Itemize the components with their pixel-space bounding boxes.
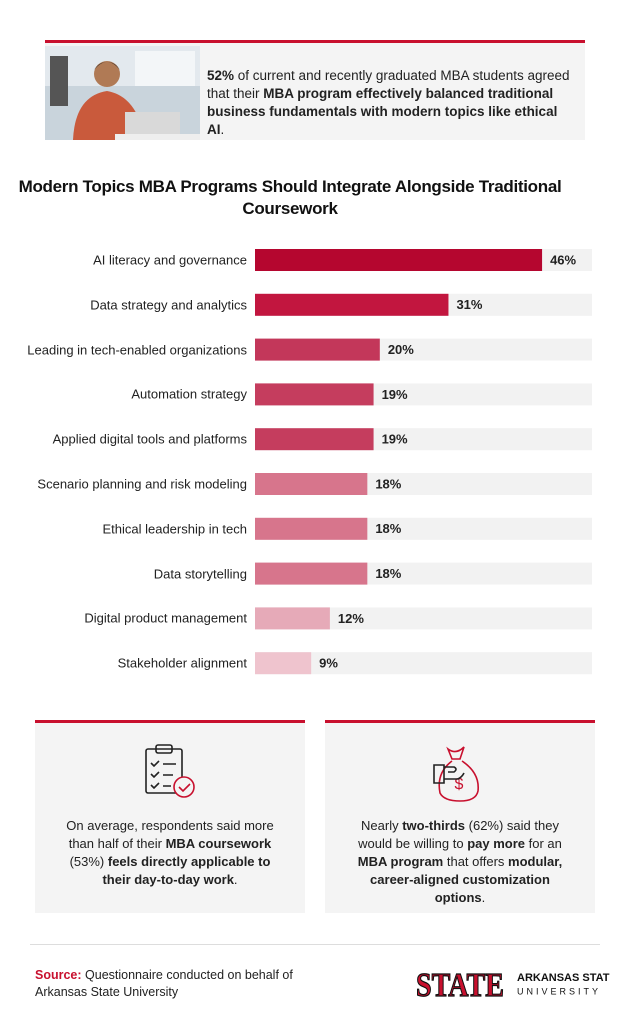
source-label: Source: bbox=[35, 968, 82, 982]
text-run: MBA program effectively balanced traditi… bbox=[207, 86, 558, 137]
card-text: Nearly two-thirds (62%) said they would … bbox=[347, 817, 573, 907]
value-label: 18% bbox=[375, 566, 401, 581]
text-run: . bbox=[481, 890, 486, 905]
text-run: modular, career-aligned customization op… bbox=[370, 854, 563, 905]
text-run: (62%) said they would be willing to bbox=[358, 818, 559, 851]
divider bbox=[30, 944, 600, 945]
text-run: . bbox=[233, 872, 238, 887]
bar bbox=[255, 473, 368, 495]
source-text: Questionnaire conducted on behalf of Ark… bbox=[35, 968, 293, 999]
bar bbox=[255, 383, 374, 406]
text-run: Nearly bbox=[361, 818, 403, 833]
text-run: two-thirds bbox=[402, 818, 466, 833]
text-run: MBA coursework bbox=[165, 836, 272, 851]
value-label: 18% bbox=[375, 521, 401, 536]
category-label: Digital product management bbox=[84, 610, 247, 626]
svg-text:$: $ bbox=[455, 776, 464, 793]
category-label: Leading in tech-enabled organizations bbox=[27, 342, 247, 358]
stat-card: $ Nearly two-thirds (62%) said they woul… bbox=[325, 720, 595, 913]
value-label: 19% bbox=[382, 387, 408, 402]
bar bbox=[255, 517, 368, 540]
value-label: 31% bbox=[456, 297, 482, 312]
logo-name: ARKANSAS STATE bbox=[517, 972, 610, 984]
text-run: On average, respondents said more than h… bbox=[66, 818, 274, 851]
bar-track bbox=[255, 607, 592, 630]
text-run: (53%) bbox=[69, 854, 108, 869]
chart: 46% 31% 20% 19% 19% 18% 18% 18% 12% 9% bbox=[255, 249, 592, 675]
category-label: Scenario planning and risk modeling bbox=[37, 476, 247, 492]
chart-title: Modern Topics MBA Programs Should Integr… bbox=[18, 177, 562, 218]
value-label: 12% bbox=[338, 611, 364, 626]
value-label: 19% bbox=[382, 432, 408, 447]
category-label: Ethical leadership in tech bbox=[102, 521, 247, 537]
text-run: feels directly applicable to their day-t… bbox=[102, 854, 271, 887]
text-run: MBA program bbox=[357, 854, 444, 869]
category-label: Data strategy and analytics bbox=[90, 297, 247, 313]
value-label: 46% bbox=[550, 252, 576, 267]
bar bbox=[255, 652, 312, 675]
card-text: On average, respondents said more than h… bbox=[57, 817, 283, 889]
text-run: 52% bbox=[207, 68, 235, 83]
category-label: Stakeholder alignment bbox=[117, 655, 247, 671]
intro-card: 52% of current and recently graduated MB… bbox=[45, 40, 585, 140]
value-label: 20% bbox=[388, 342, 414, 357]
bar-track bbox=[255, 652, 592, 675]
bar bbox=[255, 562, 368, 585]
bar bbox=[255, 607, 330, 630]
text-run: . bbox=[220, 122, 225, 137]
text-run: that offers bbox=[443, 854, 509, 869]
category-label: AI literacy and governance bbox=[93, 252, 247, 268]
clipboard-icon bbox=[145, 744, 195, 798]
value-label: 9% bbox=[319, 656, 338, 671]
bar bbox=[255, 428, 374, 451]
source: Source: Questionnaire conducted on behal… bbox=[35, 967, 335, 1001]
bar bbox=[255, 249, 543, 271]
category-label: Applied digital tools and platforms bbox=[52, 431, 247, 447]
logo: STATE ARKANSAS STATE UNIVERSITY bbox=[415, 966, 610, 1004]
category-label: Data storytelling bbox=[153, 566, 247, 582]
intro-text: 52% of current and recently graduated MB… bbox=[207, 67, 577, 139]
value-label: 18% bbox=[375, 476, 401, 491]
bar bbox=[255, 293, 449, 316]
text-run: for an bbox=[525, 836, 562, 851]
stat-card: On average, respondents said more than h… bbox=[35, 720, 305, 913]
category-label: Automation strategy bbox=[131, 386, 247, 402]
logo-sub: UNIVERSITY bbox=[517, 986, 601, 996]
text-run: pay more bbox=[467, 836, 526, 851]
logo-mark: STATE bbox=[416, 967, 504, 1004]
photo bbox=[45, 46, 200, 140]
bar bbox=[255, 338, 380, 361]
money-icon: $ bbox=[433, 746, 479, 802]
text-run: of current and recently graduated MBA st… bbox=[207, 68, 570, 101]
